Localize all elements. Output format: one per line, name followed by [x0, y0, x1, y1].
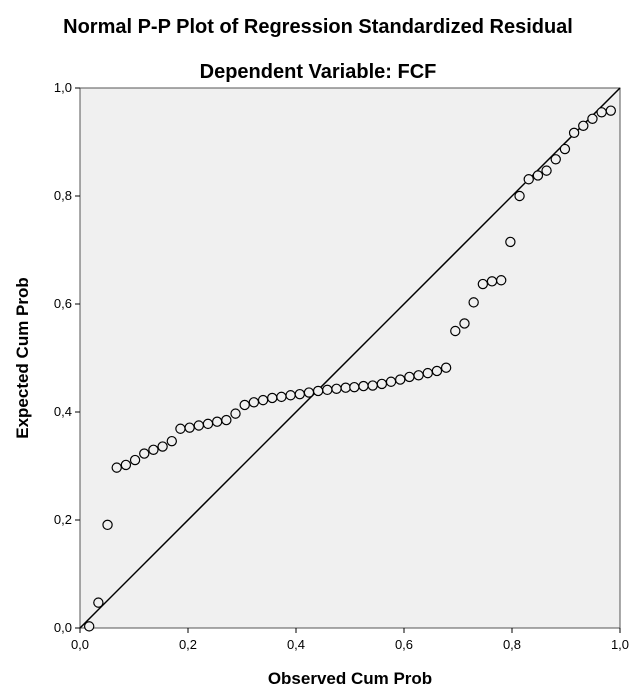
data-point [496, 275, 507, 286]
data-point [349, 381, 360, 393]
data-point [157, 441, 168, 452]
data-point [367, 380, 378, 391]
data-point [532, 170, 544, 181]
data-point [605, 105, 617, 116]
data-point [450, 325, 461, 337]
data-point [505, 236, 516, 248]
data-point [111, 462, 122, 473]
y-tick-label: 0,2 [54, 512, 72, 527]
data-point [102, 519, 113, 531]
data-point [596, 107, 607, 118]
y-tick-label: 0,0 [54, 620, 72, 635]
data-point [276, 391, 287, 403]
data-point [166, 435, 177, 447]
data-point [477, 278, 489, 290]
x-tick-label: 0,0 [71, 637, 89, 652]
data-point [257, 394, 269, 406]
y-axis-label: Expected Cum Prob [13, 277, 32, 439]
x-tick-label: 0,8 [503, 637, 521, 652]
data-point [514, 190, 525, 202]
data-point [422, 367, 433, 379]
data-point [431, 365, 443, 377]
chart-subtitle: Dependent Variable: FCF [200, 61, 437, 83]
data-points [83, 105, 617, 632]
data-point [587, 113, 598, 124]
data-point [93, 597, 104, 608]
y-tick-label: 0,6 [54, 296, 72, 311]
data-point [404, 371, 415, 383]
data-point [468, 297, 479, 308]
data-point [139, 448, 150, 459]
data-point [559, 143, 571, 155]
y-axis-ticks: 0,0 0,2 0,4 0,6 0,8 1,0 [54, 80, 80, 635]
y-tick-label: 0,8 [54, 188, 72, 203]
data-point [578, 120, 589, 132]
data-point [413, 370, 424, 381]
x-tick-label: 1,0 [611, 637, 629, 652]
data-point [120, 459, 132, 471]
data-point [211, 416, 223, 427]
data-point [221, 414, 232, 426]
chart-title: Normal P-P Plot of Regression Standardiz… [63, 16, 573, 38]
data-point [239, 399, 250, 411]
data-point [202, 418, 214, 430]
data-point [294, 388, 305, 400]
data-point [312, 385, 324, 397]
x-tick-label: 0,2 [179, 637, 197, 652]
data-point [358, 380, 369, 392]
data-point [340, 382, 351, 393]
data-point [184, 422, 195, 433]
data-point [230, 408, 241, 419]
data-point [459, 318, 470, 329]
data-point [193, 420, 204, 431]
data-point [285, 390, 296, 401]
data-point [322, 384, 333, 396]
data-point [267, 392, 278, 404]
data-point [523, 174, 534, 185]
data-point [129, 454, 141, 466]
data-point [175, 423, 186, 434]
y-tick-label: 0,4 [54, 404, 72, 419]
data-point [550, 154, 561, 165]
x-axis-label: Observed Cum Prob [268, 669, 432, 688]
data-point [486, 276, 498, 287]
x-tick-label: 0,6 [395, 637, 413, 652]
data-point [440, 362, 452, 373]
y-tick-label: 1,0 [54, 80, 72, 95]
data-point [385, 376, 397, 387]
data-point [568, 127, 580, 139]
data-point [303, 387, 315, 398]
x-axis-ticks: 0,0 0,2 0,4 0,6 0,8 1,0 [71, 628, 629, 652]
data-point [395, 374, 406, 385]
data-point [541, 165, 552, 176]
data-point [148, 444, 159, 455]
data-point [248, 397, 260, 408]
data-point [331, 383, 342, 394]
x-tick-label: 0,4 [287, 637, 305, 652]
data-point [83, 621, 95, 632]
data-point [376, 378, 388, 390]
